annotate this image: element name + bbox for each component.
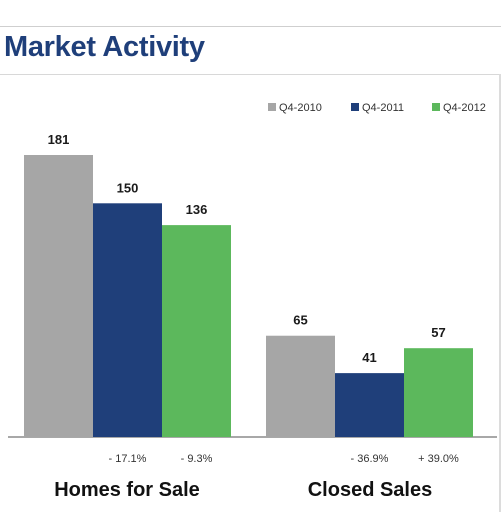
data-label: 181: [48, 132, 70, 147]
frame-border: [499, 74, 501, 512]
bar-1-0: [266, 335, 335, 437]
data-label: 65: [293, 313, 307, 328]
bar-1-1: [335, 373, 404, 437]
legend-swatch-1: [268, 103, 276, 111]
legend-label-1: Q4-2010: [279, 102, 322, 114]
legend-label-3: Q4-2012: [443, 102, 486, 114]
top-rule: [0, 26, 501, 27]
category-label: Homes for Sale: [54, 479, 200, 501]
legend-label-2: Q4-2011: [362, 102, 404, 114]
bar-0-1: [93, 203, 162, 437]
change-label: + 39.0%: [418, 453, 459, 465]
data-label: 150: [117, 180, 139, 195]
page-title: Market Activity: [4, 31, 205, 63]
legend-swatch-3: [432, 103, 440, 111]
data-label: 57: [431, 325, 445, 340]
data-label: 136: [186, 202, 208, 217]
bar-1-2: [404, 348, 473, 437]
bar-0-2: [162, 225, 231, 437]
change-label: - 17.1%: [109, 453, 147, 465]
category-label: Closed Sales: [308, 479, 433, 501]
title-divider: [0, 74, 501, 75]
bar-0-0: [24, 155, 93, 437]
legend-swatch-2: [351, 103, 359, 111]
change-label: - 36.9%: [351, 453, 389, 465]
change-label: - 9.3%: [181, 453, 213, 465]
data-label: 41: [362, 350, 376, 365]
